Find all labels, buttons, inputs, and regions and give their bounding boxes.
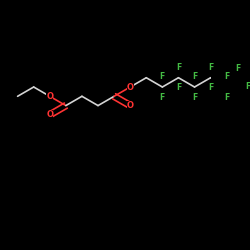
Text: F: F [224, 93, 229, 102]
Text: F: F [235, 64, 240, 74]
Text: O: O [127, 101, 134, 110]
Text: O: O [46, 110, 53, 119]
Text: F: F [160, 72, 165, 82]
Text: F: F [245, 82, 250, 91]
Text: F: F [160, 93, 165, 102]
Text: F: F [176, 63, 181, 72]
Text: F: F [224, 72, 229, 82]
Text: F: F [249, 68, 250, 77]
Text: O: O [46, 92, 53, 101]
Text: F: F [176, 83, 181, 92]
Text: F: F [208, 63, 213, 72]
Text: O: O [127, 82, 134, 92]
Text: F: F [208, 83, 213, 92]
Text: F: F [192, 72, 197, 82]
Text: F: F [192, 93, 197, 102]
